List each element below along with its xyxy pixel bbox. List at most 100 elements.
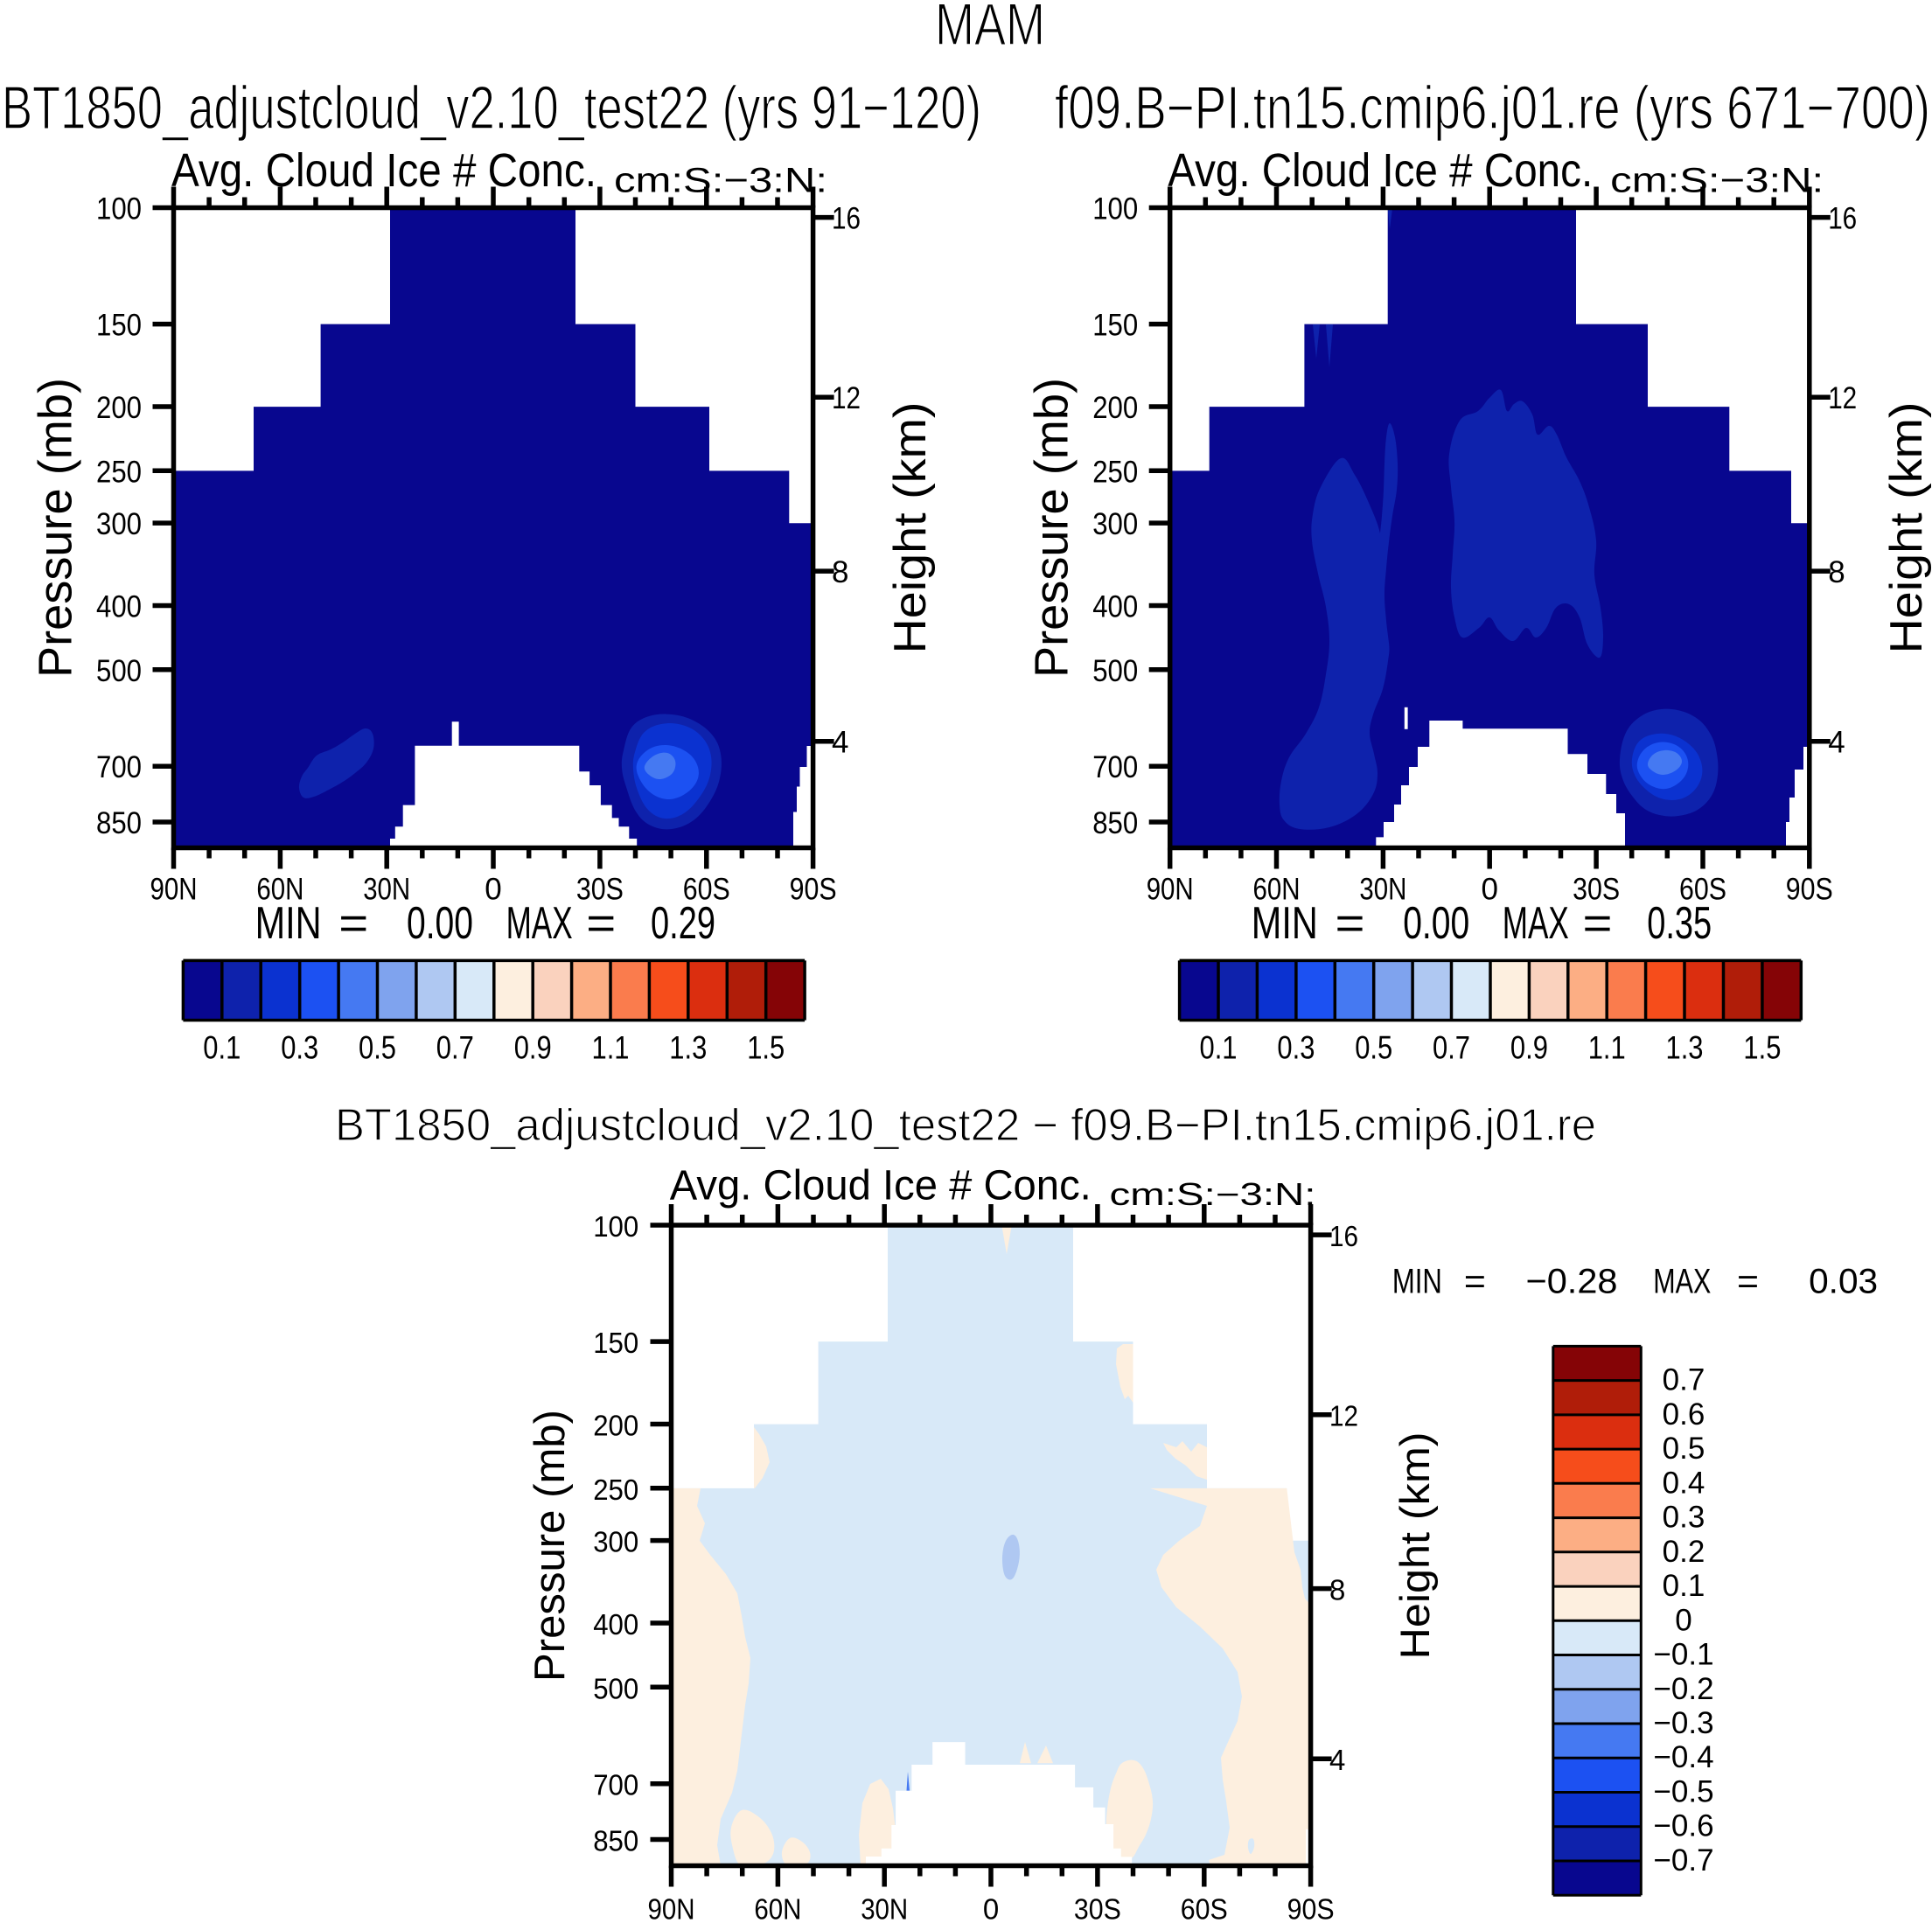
svg-text:60S: 60S	[1679, 873, 1726, 907]
svg-text:−0.6: −0.6	[1653, 1809, 1713, 1843]
svg-text:4: 4	[1329, 1744, 1345, 1776]
svg-text:MAX: MAX	[1653, 1263, 1711, 1301]
svg-text:30N: 30N	[861, 1892, 908, 1923]
svg-text:=: =	[338, 898, 368, 949]
svg-text:200: 200	[96, 391, 142, 425]
svg-text:8: 8	[1329, 1574, 1345, 1606]
svg-text:100: 100	[593, 1210, 638, 1243]
svg-text:0.3: 0.3	[1663, 1501, 1705, 1535]
svg-text:0.7: 0.7	[1663, 1363, 1705, 1397]
svg-text:0.35: 0.35	[1647, 898, 1712, 949]
svg-text:4: 4	[1828, 726, 1845, 760]
svg-text:0.1: 0.1	[1200, 1030, 1238, 1066]
svg-text:0.6: 0.6	[1663, 1397, 1705, 1432]
svg-text:30N: 30N	[1359, 873, 1406, 907]
svg-text:90N: 90N	[150, 873, 198, 907]
svg-text:700: 700	[1092, 750, 1138, 784]
svg-text:0.03: 0.03	[1809, 1263, 1878, 1301]
svg-text:BT1850_adjustcloud_v2.10_test2: BT1850_adjustcloud_v2.10_test22 (yrs 91−…	[2, 73, 981, 142]
svg-text:MAX: MAX	[1503, 898, 1569, 949]
svg-text:0.5: 0.5	[359, 1030, 396, 1066]
svg-text:Avg. Cloud Ice # Conc.: Avg. Cloud Ice # Conc.	[171, 144, 596, 197]
svg-text:Pressure (mb): Pressure (mb)	[527, 1410, 574, 1682]
svg-text:30S: 30S	[1074, 1892, 1121, 1923]
svg-text:500: 500	[96, 654, 142, 688]
svg-text:Avg. Cloud Ice # Conc.: Avg. Cloud Ice # Conc.	[1168, 144, 1593, 197]
svg-text:0.7: 0.7	[1433, 1030, 1470, 1066]
svg-text:90N: 90N	[648, 1892, 695, 1923]
svg-text:0.29: 0.29	[651, 898, 715, 949]
svg-text:30N: 30N	[363, 873, 410, 907]
svg-text:f09.B−PI.tn15.cmip6.j01.re (yr: f09.B−PI.tn15.cmip6.j01.re (yrs 671−700)	[1055, 73, 1930, 142]
svg-text:=: =	[1336, 898, 1365, 949]
svg-text:0: 0	[485, 873, 501, 907]
svg-text:=: =	[586, 898, 616, 949]
svg-text:850: 850	[593, 1825, 638, 1857]
svg-text:Height (km): Height (km)	[1881, 402, 1932, 654]
svg-text:400: 400	[96, 590, 142, 624]
svg-text:850: 850	[96, 806, 142, 840]
svg-text:250: 250	[593, 1474, 638, 1506]
svg-text:90S: 90S	[1786, 873, 1833, 907]
svg-text:−0.5: −0.5	[1653, 1775, 1713, 1809]
svg-text:MIN: MIN	[1252, 898, 1318, 949]
svg-text:1.5: 1.5	[1743, 1030, 1781, 1066]
svg-text:−0.1: −0.1	[1653, 1638, 1713, 1672]
svg-text:Height (km): Height (km)	[885, 402, 936, 654]
svg-text:cm:S:−3:N:: cm:S:−3:N:	[614, 162, 827, 200]
svg-text:0.1: 0.1	[1663, 1569, 1705, 1603]
svg-text:60N: 60N	[1253, 873, 1301, 907]
svg-text:Height (km): Height (km)	[1391, 1432, 1438, 1660]
svg-text:0.00: 0.00	[407, 898, 473, 949]
svg-text:12: 12	[1329, 1400, 1358, 1432]
svg-text:400: 400	[593, 1608, 638, 1641]
svg-text:300: 300	[593, 1526, 638, 1558]
svg-text:500: 500	[1092, 654, 1138, 688]
svg-text:30S: 30S	[576, 873, 624, 907]
svg-text:150: 150	[593, 1327, 638, 1359]
svg-text:0.9: 0.9	[514, 1030, 552, 1066]
svg-text:0.5: 0.5	[1355, 1030, 1392, 1066]
svg-text:0.5: 0.5	[1663, 1432, 1705, 1466]
svg-text:0: 0	[1675, 1603, 1691, 1637]
svg-text:250: 250	[96, 455, 142, 489]
svg-text:cm:S:−3:N:: cm:S:−3:N:	[1110, 1176, 1316, 1212]
svg-text:100: 100	[1092, 192, 1138, 226]
svg-text:0.4: 0.4	[1663, 1466, 1705, 1500]
svg-text:MAX: MAX	[506, 898, 573, 949]
svg-text:−0.7: −0.7	[1653, 1843, 1713, 1878]
svg-text:60S: 60S	[1181, 1892, 1228, 1923]
svg-text:60N: 60N	[256, 873, 303, 907]
svg-text:0: 0	[983, 1892, 999, 1923]
svg-text:8: 8	[832, 555, 848, 589]
svg-text:0.3: 0.3	[281, 1030, 318, 1066]
svg-text:−0.2: −0.2	[1653, 1672, 1713, 1706]
svg-text:BT1850_adjustcloud_v2.10_test2: BT1850_adjustcloud_v2.10_test22 − f09.B−…	[335, 1100, 1596, 1151]
svg-text:850: 850	[1092, 806, 1138, 840]
svg-text:−0.3: −0.3	[1653, 1706, 1713, 1740]
svg-text:90S: 90S	[1287, 1892, 1335, 1923]
svg-text:200: 200	[593, 1410, 638, 1442]
svg-text:150: 150	[96, 309, 142, 343]
svg-text:−0.28: −0.28	[1526, 1263, 1618, 1301]
svg-text:0.7: 0.7	[436, 1030, 474, 1066]
svg-text:1.5: 1.5	[747, 1030, 785, 1066]
svg-text:MAM: MAM	[935, 0, 1045, 58]
svg-text:200: 200	[1092, 391, 1138, 425]
svg-text:0: 0	[1481, 873, 1497, 907]
svg-text:250: 250	[1092, 455, 1138, 489]
svg-text:12: 12	[1828, 381, 1857, 415]
svg-text:16: 16	[1329, 1220, 1358, 1252]
svg-text:700: 700	[96, 750, 142, 784]
svg-text:0.9: 0.9	[1510, 1030, 1548, 1066]
svg-text:90N: 90N	[1147, 873, 1194, 907]
svg-text:−0.4: −0.4	[1653, 1740, 1713, 1774]
svg-text:16: 16	[832, 202, 861, 236]
svg-text:0.3: 0.3	[1277, 1030, 1315, 1066]
svg-text:60N: 60N	[754, 1892, 801, 1923]
svg-text:0.00: 0.00	[1403, 898, 1469, 949]
svg-text:300: 300	[96, 507, 142, 541]
svg-text:Pressure (mb): Pressure (mb)	[1026, 378, 1078, 678]
svg-text:Avg. Cloud Ice # Conc.: Avg. Cloud Ice # Conc.	[670, 1163, 1092, 1209]
svg-text:1.1: 1.1	[1588, 1030, 1626, 1066]
